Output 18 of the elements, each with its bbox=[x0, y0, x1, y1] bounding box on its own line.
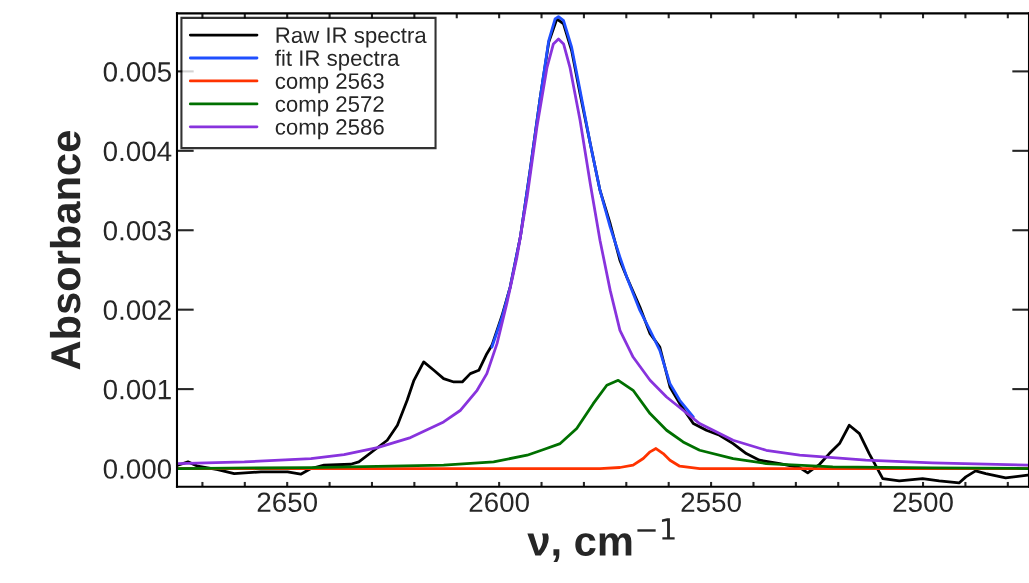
y-tick-label: 0.002 bbox=[103, 300, 171, 321]
x-tick-label: 2500 bbox=[893, 492, 953, 513]
legend-label: comp 2586 bbox=[275, 119, 384, 140]
x-tick-label: 2550 bbox=[681, 492, 741, 513]
legend-label: fit IR spectra bbox=[275, 49, 400, 71]
legend-label: Raw IR spectra bbox=[276, 27, 427, 48]
line-series bbox=[176, 378, 1029, 470]
y-tick-label: 0.000 bbox=[103, 459, 172, 479]
legend-label: comp 2563 bbox=[275, 73, 384, 94]
y-axis-title: Absorbance bbox=[49, 131, 81, 370]
x-axis-title: ν, cm$^{−1}$ bbox=[527, 518, 675, 563]
x-tick-label: 2650 bbox=[257, 492, 318, 513]
y-tick-label: 0.004 bbox=[103, 141, 172, 162]
y-tick-label: 0.003 bbox=[103, 220, 171, 241]
y-tick-label: 0.005 bbox=[103, 62, 171, 82]
y-tick-label: 0.001 bbox=[103, 379, 171, 400]
x-tick-label: 2600 bbox=[469, 492, 529, 513]
legend-label: comp 2572 bbox=[275, 96, 384, 117]
